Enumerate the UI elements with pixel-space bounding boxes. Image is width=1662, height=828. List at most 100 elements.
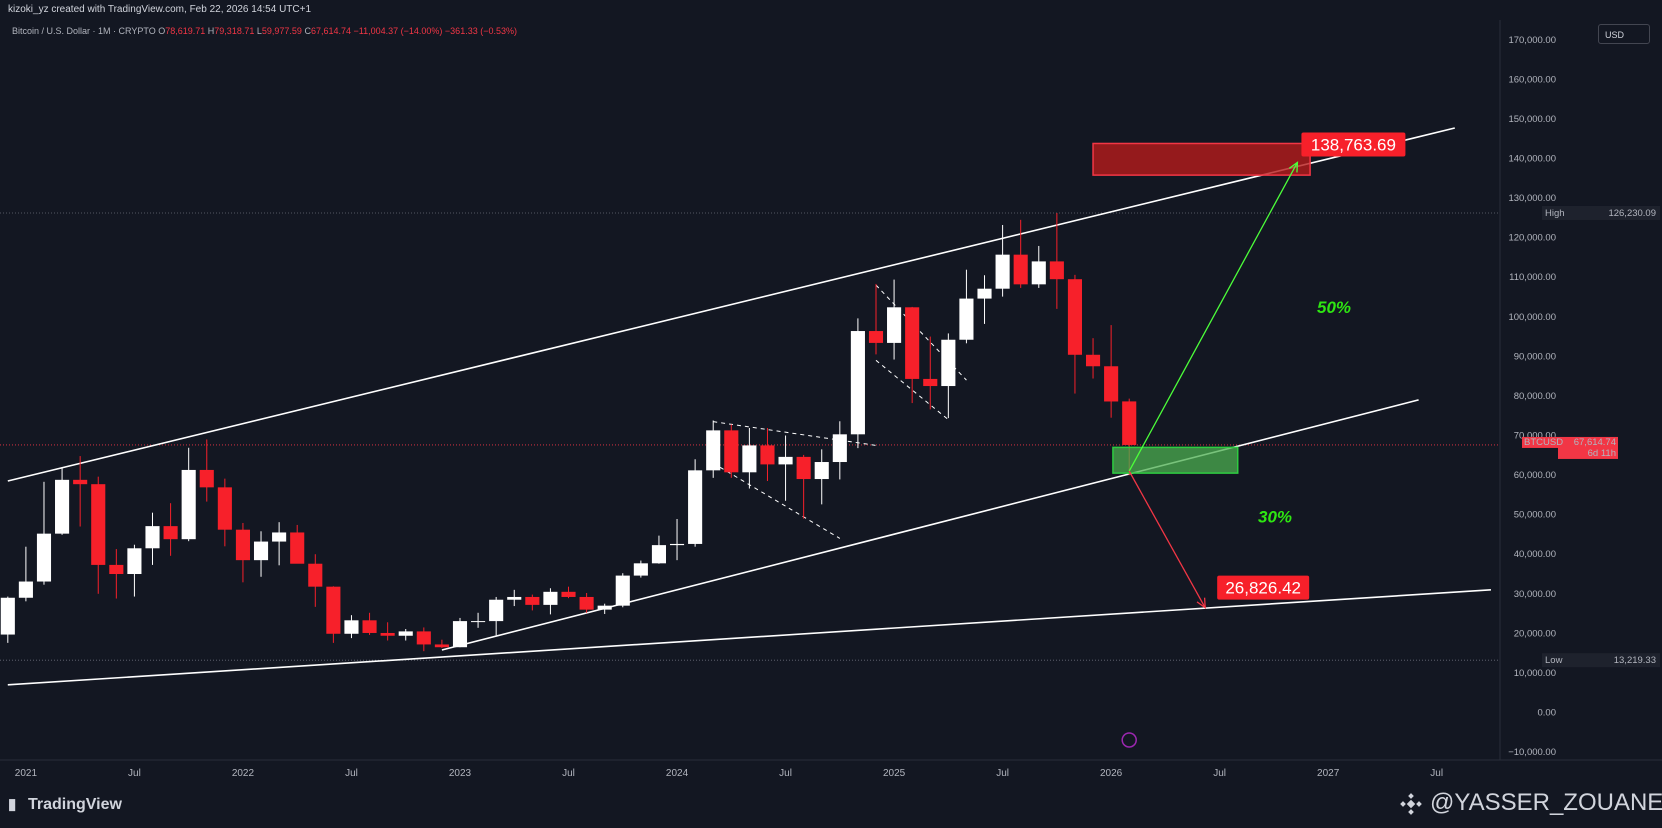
candle-body	[507, 596, 522, 600]
high-label: High	[1545, 208, 1565, 219]
candle-body	[796, 456, 811, 480]
buy-zone	[1112, 446, 1239, 474]
high-value-label: 126,230.09	[1608, 208, 1656, 219]
upside-percent: 50%	[1317, 298, 1351, 317]
y-tick-label: 70,000.00	[1514, 431, 1556, 442]
x-tick-label: Jul	[345, 768, 358, 779]
candle-body	[452, 621, 468, 648]
candle-body	[760, 445, 775, 465]
candle-body	[489, 599, 504, 622]
y-tick-label: 170,000.00	[1508, 35, 1556, 46]
currency-button[interactable]: USD	[1598, 24, 1650, 44]
footer: ▮ TradingView @YASSER_ZOUANE	[0, 783, 1662, 828]
pattern-line	[713, 421, 877, 446]
open-key: O	[158, 26, 166, 36]
y-tick-label: 110,000.00	[1509, 272, 1556, 283]
candle-body	[1122, 401, 1137, 445]
candle-body	[181, 469, 196, 540]
candle-body	[127, 548, 142, 575]
price-chart[interactable]: 138,763.69 50% 26,826.42 30% −10,000.00 0.00…	[0, 20, 1662, 783]
candle-body	[688, 470, 703, 544]
candle-body	[308, 563, 323, 587]
y-tick-label: 20,000.00	[1514, 628, 1556, 639]
y-tick-label: 60,000.00	[1514, 470, 1556, 481]
tv-logo-icon: ▮	[8, 796, 17, 813]
low-key: L	[256, 26, 262, 36]
candle-body	[398, 631, 413, 636]
candle-body	[434, 644, 449, 648]
candle-body	[36, 533, 52, 582]
candle-body	[344, 620, 359, 634]
x-tick-label: Jul	[1430, 768, 1443, 779]
target-zone	[1092, 142, 1311, 176]
candle-body	[1013, 254, 1028, 285]
grid	[0, 212, 1500, 661]
candle-body	[1085, 354, 1101, 367]
low-value-label: 13,219.33	[1614, 655, 1656, 666]
candle-body	[669, 543, 685, 546]
candle-body	[561, 591, 576, 597]
event-icon	[1121, 732, 1137, 748]
ohlc-legend: Bitcoin / U.S. Dollar · 1M · CRYPTO O78,…	[12, 26, 517, 36]
author-watermark: @YASSER_ZOUANE	[1430, 789, 1662, 816]
arrow-head	[1196, 597, 1206, 609]
candles	[0, 212, 1137, 652]
candle-body	[253, 541, 269, 561]
low-label: Low	[1545, 655, 1563, 666]
channel-line	[7, 127, 1455, 482]
x-tick-label: Jul	[562, 768, 575, 779]
candle-body	[109, 564, 124, 575]
downside-target-label: 26,826.42	[1225, 579, 1301, 598]
candle-body	[91, 484, 106, 565]
pattern-line	[875, 284, 967, 381]
x-tick-label: Jul	[996, 768, 1009, 779]
downside-target-box	[1217, 575, 1310, 600]
candle-body	[235, 529, 250, 561]
candle-body	[326, 586, 341, 634]
x-tick-label: Jul	[779, 768, 792, 779]
x-tick-label: 2027	[1317, 768, 1340, 779]
candle-body	[199, 469, 214, 488]
trendlines	[7, 127, 1492, 686]
candle-body	[55, 479, 70, 534]
x-tick-label: 2022	[232, 768, 255, 779]
candle-body	[525, 596, 540, 605]
candle-body	[579, 596, 594, 610]
candle-body	[380, 632, 395, 636]
tradingview-brand: TradingView	[28, 796, 122, 813]
candle-body	[850, 331, 865, 435]
y-tick-label: 150,000.00	[1508, 114, 1556, 125]
current-price-label: 67,614.74	[1574, 437, 1616, 448]
candle-body	[941, 339, 956, 387]
candle-body	[905, 307, 920, 379]
high-tag	[1542, 205, 1660, 220]
tradingview-logo[interactable]: ▮ TradingView	[8, 795, 122, 814]
y-tick-label: −10,000.00	[1508, 747, 1556, 758]
y-tick-label: 90,000.00	[1514, 351, 1556, 362]
y-tick-label: 80,000.00	[1514, 391, 1556, 402]
upside-target-box	[1301, 132, 1406, 157]
symbol-label: BTCUSD	[1524, 437, 1563, 448]
y-tick-label: 160,000.00	[1508, 74, 1556, 85]
candle-body	[977, 288, 992, 299]
close-key: C	[304, 26, 311, 36]
x-tick-label: Jul	[128, 768, 141, 779]
candle-body	[163, 526, 178, 540]
low-tag	[1542, 653, 1660, 668]
change-value: −11,004.37 (−14.00%)	[353, 26, 443, 36]
symbol-title: Bitcoin / U.S. Dollar · 1M · CRYPTO	[12, 26, 156, 36]
x-tick-label: 2021	[15, 768, 38, 779]
candle-body	[73, 479, 88, 485]
current-price-tag	[1558, 436, 1618, 459]
candle-body	[543, 591, 558, 605]
candle-body	[0, 597, 15, 635]
candle-body	[887, 307, 902, 343]
y-tick-label: 140,000.00	[1508, 154, 1556, 165]
candle-body	[1104, 366, 1119, 402]
candle-body	[615, 575, 630, 606]
candle-body	[416, 631, 431, 645]
candle-body	[362, 620, 377, 633]
close-value: 67,614.74	[310, 26, 351, 36]
candle-body	[706, 430, 721, 471]
candle-body	[290, 532, 305, 564]
